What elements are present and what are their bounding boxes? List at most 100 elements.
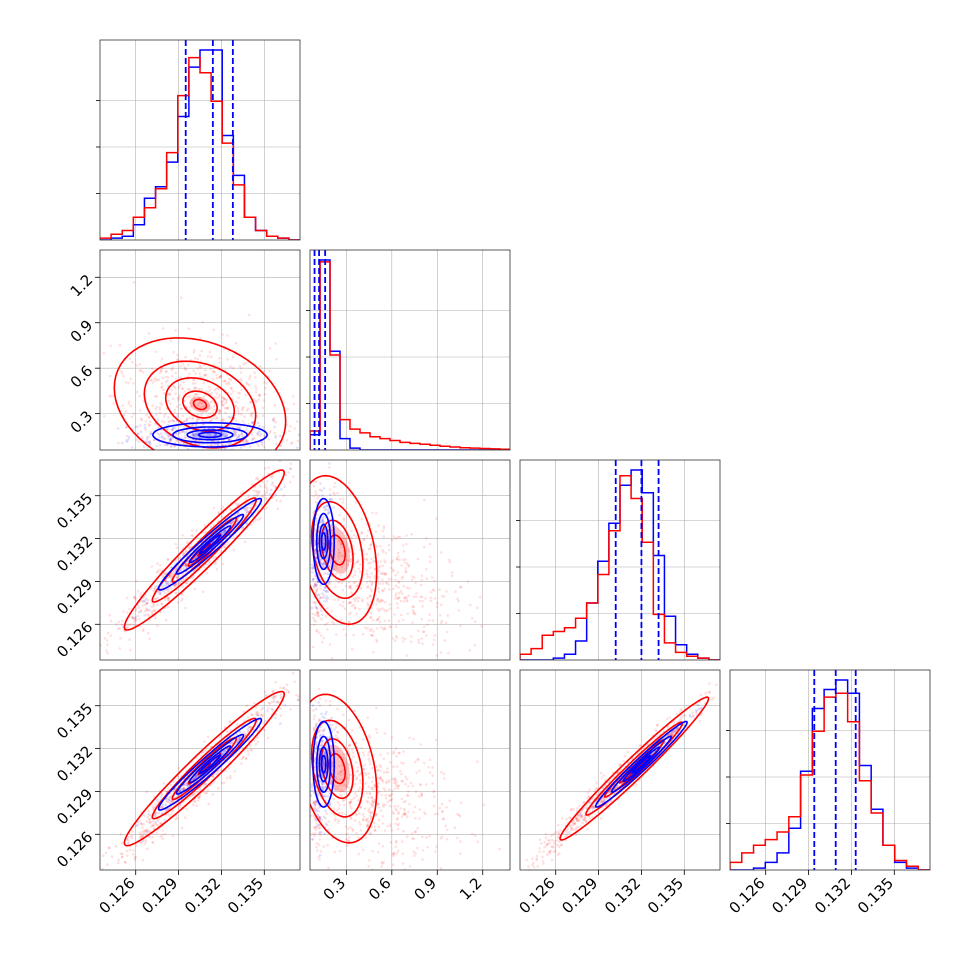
sample-point: [409, 781, 413, 785]
sample-point: [389, 761, 392, 764]
sample-point: [156, 819, 159, 823]
sample-point: [176, 601, 180, 604]
sample-point: [218, 410, 222, 414]
sample-point: [199, 375, 202, 379]
sample-point: [399, 589, 403, 593]
sample-point: [185, 417, 189, 421]
sample-point: [396, 606, 400, 610]
sample-point: [404, 570, 407, 574]
sample-point: [198, 788, 202, 791]
sample-point: [211, 444, 214, 447]
sample-point: [263, 690, 267, 694]
sample-point: [188, 416, 191, 420]
sample-point: [321, 518, 325, 521]
sample-point: [176, 566, 179, 569]
sample-point: [185, 563, 188, 566]
sample-point: [405, 596, 408, 599]
sample-point: [118, 343, 122, 347]
sample-point: [152, 438, 156, 442]
sample-point: [341, 756, 345, 760]
sample-point: [335, 777, 338, 781]
sample-point: [165, 433, 168, 436]
sample-point: [376, 617, 380, 621]
sample-point: [371, 798, 375, 802]
sample-point: [445, 590, 448, 593]
sample-point: [205, 410, 208, 413]
sample-point: [214, 555, 217, 559]
sample-point: [176, 794, 179, 797]
sample-point: [254, 387, 258, 391]
sample-point: [311, 612, 315, 616]
sample-point: [454, 590, 457, 593]
sample-point: [425, 783, 428, 786]
sample-point: [413, 760, 417, 764]
sample-point: [314, 535, 317, 538]
sample-point: [323, 506, 327, 509]
sample-point: [138, 831, 142, 834]
sample-point: [176, 396, 180, 400]
sample-point: [440, 594, 444, 598]
sample-point: [373, 828, 377, 832]
sample-point: [154, 597, 157, 601]
sample-point: [252, 489, 256, 493]
sample-point: [368, 736, 372, 739]
sample-point: [359, 781, 363, 785]
sample-point: [220, 419, 224, 423]
sample-point: [258, 434, 262, 438]
sample-point: [448, 560, 452, 564]
sample-point: [323, 815, 326, 819]
sample-point: [221, 431, 224, 435]
sample-point: [330, 716, 334, 720]
sample-point: [161, 586, 164, 589]
sample-point: [431, 782, 434, 785]
sample-point: [271, 473, 275, 477]
sample-point: [236, 409, 240, 413]
sample-point: [236, 512, 239, 515]
sample-point: [242, 710, 246, 713]
sample-point: [153, 588, 156, 591]
sample-point: [174, 329, 177, 332]
sample-point: [316, 442, 319, 445]
sample-point: [410, 578, 414, 582]
sample-point: [184, 431, 188, 434]
sample-point: [218, 388, 221, 392]
sample-point: [447, 651, 450, 655]
sample-point: [369, 616, 373, 619]
sample-point: [227, 438, 231, 441]
sample-point: [375, 627, 379, 630]
sample-point: [323, 787, 326, 790]
sample-point: [322, 515, 325, 518]
sample-point: [395, 784, 398, 787]
sample-point: [352, 633, 355, 637]
sample-point: [396, 558, 399, 561]
sample-point: [394, 584, 398, 588]
panel-frame: [99, 669, 301, 871]
sample-point: [384, 797, 388, 800]
sample-point: [26, 407, 29, 410]
sample-point: [316, 813, 320, 817]
sample-point: [223, 402, 227, 405]
sample-point: [191, 793, 195, 796]
sample-point: [139, 369, 143, 372]
sample-point: [198, 387, 201, 391]
sample-point: [185, 454, 188, 457]
sample-point: [289, 456, 292, 459]
sample-point: [139, 592, 142, 595]
sample-point: [319, 559, 323, 562]
sample-point: [264, 483, 267, 487]
sample-point: [365, 572, 368, 575]
sample-point: [122, 610, 125, 613]
sample-point: [165, 443, 168, 447]
sample-point: [177, 399, 180, 402]
sample-point: [408, 865, 412, 868]
sample-point: [318, 554, 321, 557]
sample-point: [334, 734, 338, 737]
sample-point: [364, 836, 368, 839]
sample-point: [108, 846, 111, 849]
sample-point: [361, 751, 365, 754]
sample-point: [200, 388, 204, 391]
sample-point: [333, 598, 336, 601]
sample-point: [247, 496, 251, 499]
sample-point: [443, 639, 447, 642]
